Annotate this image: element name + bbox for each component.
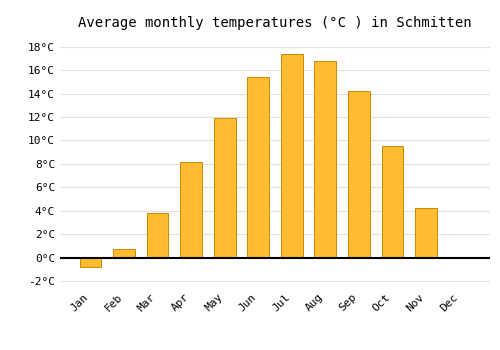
Title: Average monthly temperatures (°C ) in Schmitten: Average monthly temperatures (°C ) in Sc… xyxy=(78,16,472,30)
Bar xyxy=(113,250,135,258)
Bar xyxy=(80,258,102,267)
Bar xyxy=(281,54,302,258)
Bar xyxy=(382,146,404,258)
Bar xyxy=(415,209,437,258)
Bar xyxy=(146,213,169,258)
Bar xyxy=(180,162,202,258)
Bar xyxy=(214,118,236,258)
Bar xyxy=(314,61,336,258)
Bar xyxy=(348,91,370,258)
Bar xyxy=(248,77,269,258)
